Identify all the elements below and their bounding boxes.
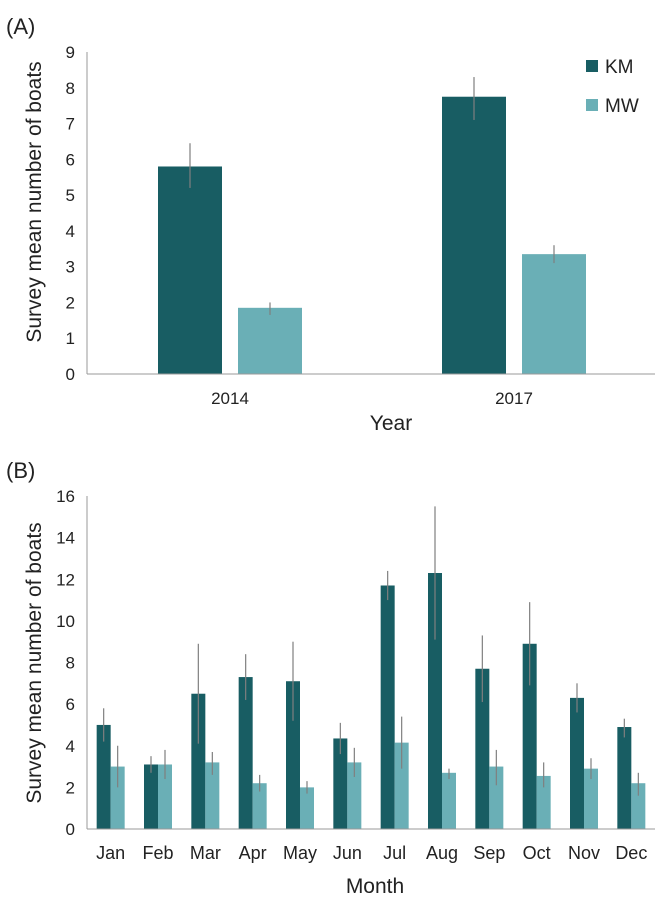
x-tick-label: Jun [333, 843, 362, 863]
bar-mw-oct [536, 775, 551, 829]
x-tick-label: Aug [426, 843, 458, 863]
bar-km-nov [570, 697, 584, 829]
bar-km-dec [617, 727, 632, 829]
bar-mw-sep [489, 766, 504, 829]
panel-a-x-axis-title: Year [370, 412, 412, 435]
y-tick-label: 6 [66, 150, 75, 169]
panel-b: (B) 0 2 4 6 8 10 12 14 16 Jan Feb Mar Apr May Jun Jul A… [6, 458, 655, 898]
y-tick-label: 1 [66, 329, 75, 348]
y-tick-label: 4 [66, 737, 75, 756]
x-tick-label: Oct [523, 843, 551, 863]
x-tick-label: Jul [383, 843, 406, 863]
y-tick-label: 4 [66, 222, 75, 241]
panel-a-legend: KM MW [586, 57, 639, 117]
y-tick-label: 6 [66, 695, 75, 714]
x-tick-label: Apr [239, 843, 267, 863]
panel-b-x-axis-title: Month [346, 875, 404, 898]
panel-b-y-axis-title: Survey mean number of boats [23, 522, 46, 803]
panel-b-label: (B) [6, 458, 35, 483]
y-tick-label: 2 [66, 778, 75, 797]
bar-km-oct [522, 643, 537, 829]
y-tick-label: 16 [56, 487, 75, 506]
bar-km-jun [333, 738, 348, 829]
bar-mw-dec [631, 783, 646, 829]
x-tick-label: 2017 [495, 389, 533, 408]
bar-km-apr [238, 677, 253, 829]
bar-km-aug [428, 573, 442, 829]
bar-mw-apr [252, 783, 267, 829]
bar-km-may [286, 681, 300, 829]
x-tick-label: May [283, 843, 317, 863]
y-tick-label: 10 [56, 612, 75, 631]
x-tick-label: Dec [615, 843, 647, 863]
panel-a: (A) 0 1 2 3 4 5 6 7 8 9 2014 2017 Year Survey mean… [6, 14, 655, 435]
bar-km-2014 [158, 166, 222, 374]
x-tick-label: Mar [190, 843, 221, 863]
y-tick-label: 9 [66, 43, 75, 62]
bar-km-jan [96, 724, 111, 829]
bar-mw-may [300, 787, 314, 829]
x-tick-label: Jan [96, 843, 125, 863]
bar-km-mar [191, 693, 206, 829]
legend-swatch-km [586, 60, 598, 72]
legend-label-mw: MW [605, 96, 639, 117]
bar-mw-2014 [238, 307, 302, 374]
y-tick-label: 8 [66, 79, 75, 98]
y-tick-label: 7 [66, 115, 75, 134]
x-tick-label: Sep [473, 843, 505, 863]
panel-a-y-axis-title: Survey mean number of boats [23, 61, 46, 342]
x-tick-label: Nov [568, 843, 600, 863]
y-tick-label: 2 [66, 293, 75, 312]
bar-km-jul [380, 585, 395, 829]
bar-mw-mar [205, 762, 220, 829]
bar-mw-jan [110, 766, 125, 829]
bar-km-sep [475, 668, 490, 829]
bar-mw-feb [158, 764, 172, 829]
legend-swatch-mw [586, 99, 598, 111]
y-tick-label: 5 [66, 186, 75, 205]
x-tick-label: Feb [142, 843, 173, 863]
y-tick-label: 3 [66, 258, 75, 277]
bar-mw-jun [347, 762, 362, 829]
y-tick-label: 0 [66, 820, 75, 839]
bar-mw-2017 [522, 254, 586, 374]
legend-label-km: KM [605, 57, 634, 78]
bar-km-feb [144, 764, 158, 829]
bar-mw-aug [442, 772, 456, 829]
y-tick-label: 14 [56, 529, 75, 548]
y-tick-label: 0 [66, 365, 75, 384]
bar-km-2017 [442, 96, 506, 374]
bar-mw-jul [394, 742, 409, 829]
y-tick-label: 12 [56, 570, 75, 589]
y-tick-label: 8 [66, 654, 75, 673]
panel-a-label: (A) [6, 14, 35, 39]
bar-mw-nov [584, 768, 598, 829]
x-tick-label: 2014 [211, 389, 249, 408]
